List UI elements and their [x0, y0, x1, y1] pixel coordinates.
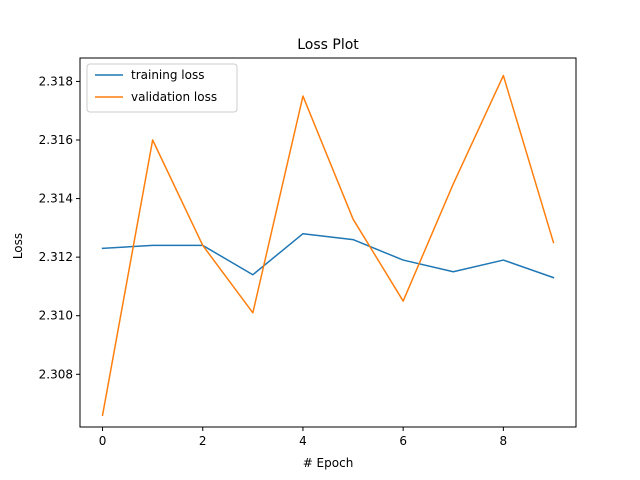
y-tick-label: 2.314 — [39, 192, 73, 206]
y-tick-label: 2.308 — [39, 367, 73, 381]
series-layer — [101, 74, 555, 417]
y-tick-label: 2.316 — [39, 133, 73, 147]
legend-label-validation-loss: validation loss — [131, 90, 217, 104]
y-tick-label: 2.318 — [39, 74, 73, 88]
legend-box — [86, 63, 238, 113]
y-axis-label: Loss — [11, 233, 25, 259]
x-tick-label: 2 — [199, 434, 207, 448]
x-axis-label: # Epoch — [303, 456, 354, 470]
legend: training loss validation loss — [86, 63, 238, 113]
y-tick-label: 2.312 — [39, 250, 73, 264]
x-tick-label: 0 — [99, 434, 107, 448]
series-line-validation-loss — [101, 74, 555, 417]
series-line-training-loss — [101, 232, 555, 279]
plot-frame — [79, 57, 577, 428]
x-tick-label: 4 — [299, 434, 307, 448]
x-tick-label: 6 — [399, 434, 407, 448]
y-tick-label: 2.310 — [39, 309, 73, 323]
x-tick-label: 8 — [500, 434, 508, 448]
legend-label-training-loss: training loss — [131, 68, 204, 82]
tick-layer: 0 2 4 6 8 2.308 2.310 2.312 2.314 2.316 2.318 — [39, 74, 508, 448]
chart-title: Loss Plot — [297, 37, 359, 53]
